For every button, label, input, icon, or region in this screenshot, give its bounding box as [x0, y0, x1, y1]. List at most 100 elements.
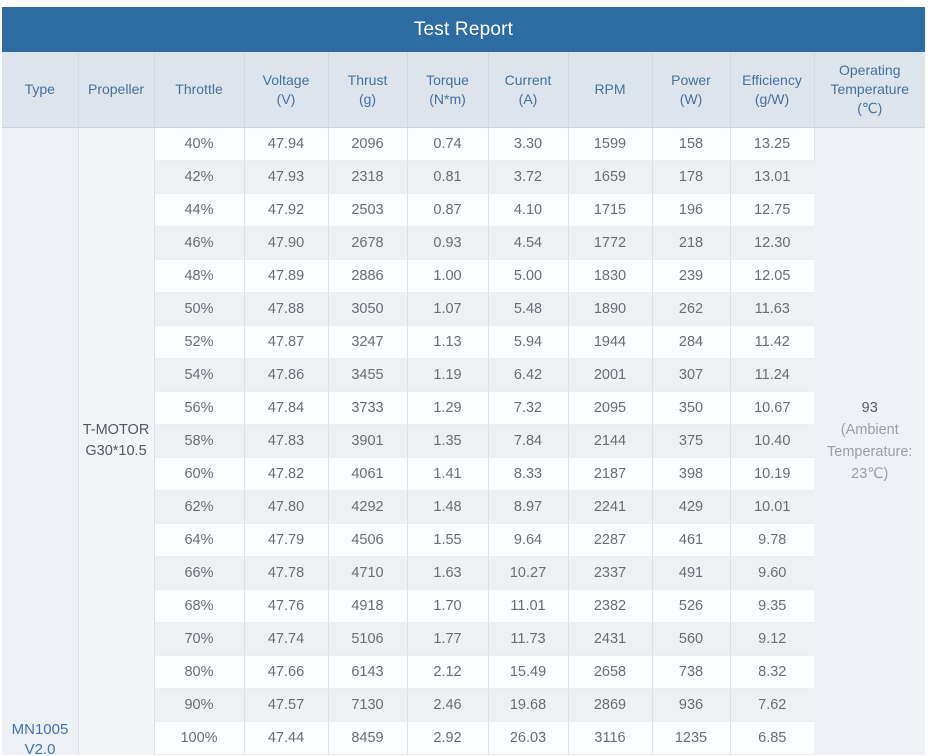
cell-efficiency: 11.42: [730, 325, 814, 359]
header-row: Type Propeller Throttle Voltage (V) Thrust (g)…: [2, 52, 925, 128]
cell-thrust: 2318: [328, 160, 408, 194]
column-header-voltage: Voltage (V): [244, 52, 329, 128]
column-header-line: Propeller: [87, 81, 145, 97]
cell-efficiency: 9.60: [730, 556, 814, 590]
cell-current: 8.33: [488, 457, 569, 491]
cell-rpm: 2187: [568, 457, 653, 491]
cell-torque: 0.87: [407, 193, 489, 227]
cell-thrust: 2503: [328, 193, 408, 227]
cell-throttle: 90%: [154, 688, 245, 722]
cell-power: 196: [652, 193, 731, 227]
cell-rpm: 2001: [568, 358, 653, 392]
data-row: T-MOTOR G30*10.5 40% 47.94 2096 0.74 3.30 1599 1…: [2, 127, 925, 755]
cell-thrust: 2678: [328, 226, 408, 260]
column-header-line: (g): [358, 90, 377, 107]
cell-rpm: 1599: [568, 127, 653, 161]
cell-efficiency: 9.78: [730, 523, 814, 557]
cell-power: 158: [652, 127, 731, 161]
cell-efficiency: 9.12: [730, 622, 814, 656]
cell-current: 19.68: [488, 688, 569, 722]
cell-rpm: 2869: [568, 688, 653, 722]
cell-voltage: 47.93: [244, 160, 329, 194]
cell-power: 1235: [652, 721, 731, 755]
data-row: 54% 47.86 3455 1.19 6.42 2001 307 11.24: [2, 358, 925, 392]
cell-throttle: 44%: [154, 193, 245, 227]
cell-thrust: 4292: [328, 490, 408, 524]
cell-torque: 1.63: [407, 556, 489, 590]
cell-current: 5.94: [488, 325, 569, 359]
cell-efficiency: 12.75: [730, 193, 814, 227]
column-header-line: (A): [518, 90, 538, 107]
cell-torque: 1.07: [407, 292, 489, 326]
cell-throttle: 40%: [154, 127, 245, 161]
cell-efficiency: 13.01: [730, 160, 814, 194]
data-row: 42% 47.93 2318 0.81 3.72 1659 178 13.01: [2, 160, 925, 194]
column-header-line: Type: [24, 81, 55, 97]
cell-throttle: 68%: [154, 589, 245, 623]
cell-torque: 1.48: [407, 490, 489, 524]
cell-torque: 0.81: [407, 160, 489, 194]
operating-temperature-cell: 93 (Ambient Temperature: 23℃): [814, 127, 925, 755]
cell-torque: 1.41: [407, 457, 489, 491]
cell-thrust: 4918: [328, 589, 408, 623]
cell-efficiency: 6.85: [730, 721, 814, 755]
cell-rpm: 1659: [568, 160, 653, 194]
cell-efficiency: 9.35: [730, 589, 814, 623]
data-row: 64% 47.79 4506 1.55 9.64 2287 461 9.78: [2, 523, 925, 557]
cell-rpm: 1830: [568, 259, 653, 293]
column-header-throttle: Throttle: [154, 52, 245, 128]
cell-rpm: 2144: [568, 424, 653, 458]
cell-current: 9.64: [488, 523, 569, 557]
column-header-propeller: Propeller: [78, 52, 155, 128]
cell-throttle: 48%: [154, 259, 245, 293]
column-header-line: Current: [504, 71, 552, 88]
cell-efficiency: 10.01: [730, 490, 814, 524]
test-report-table: Type Propeller Throttle Voltage (V) Thrust (g)…: [2, 52, 925, 755]
propeller-label-line: G30*10.5: [85, 443, 147, 460]
cell-current: 11.73: [488, 622, 569, 656]
cell-rpm: 2337: [568, 556, 653, 590]
cell-power: 936: [652, 688, 731, 722]
column-header-power: Power (W): [652, 52, 731, 128]
cell-current: 26.03: [488, 721, 569, 755]
cell-rpm: 1715: [568, 193, 653, 227]
cell-current: 15.49: [488, 655, 569, 689]
data-row: 68% 47.76 4918 1.70 11.01 2382 526 9.35: [2, 589, 925, 623]
table-body: T-MOTOR G30*10.5 40% 47.94 2096 0.74 3.30 1599 1…: [2, 127, 925, 755]
cell-rpm: 2241: [568, 490, 653, 524]
cell-power: 429: [652, 490, 731, 524]
cell-torque: 1.00: [407, 259, 489, 293]
cell-thrust: 3455: [328, 358, 408, 392]
cell-voltage: 47.92: [244, 193, 329, 227]
cell-rpm: 3116: [568, 721, 653, 755]
cell-current: 8.97: [488, 490, 569, 524]
column-header-type: Type: [2, 52, 79, 128]
data-row: 90% 47.57 7130 2.46 19.68 2869 936 7.62: [2, 688, 925, 722]
cell-torque: 1.55: [407, 523, 489, 557]
cell-thrust: 3733: [328, 391, 408, 425]
cell-power: 375: [652, 424, 731, 458]
cell-rpm: 2658: [568, 655, 653, 689]
cell-power: 262: [652, 292, 731, 326]
test-report: Test Report Type Propeller Throttle Voltage…: [2, 7, 925, 755]
report-title-bar: Test Report: [2, 7, 925, 52]
cell-throttle: 58%: [154, 424, 245, 458]
cell-rpm: 1890: [568, 292, 653, 326]
cell-power: 398: [652, 457, 731, 491]
data-row: 56% 47.84 3733 1.29 7.32 2095 350 10.67: [2, 391, 925, 425]
cell-voltage: 47.86: [244, 358, 329, 392]
cell-efficiency: 8.32: [730, 655, 814, 689]
column-header-line: Efficiency: [742, 71, 802, 88]
column-header-efficiency: Efficiency (g/W): [730, 52, 815, 128]
column-header-line: Power: [671, 71, 711, 88]
type-cell: [2, 127, 79, 755]
data-row: 52% 47.87 3247 1.13 5.94 1944 284 11.42: [2, 325, 925, 359]
cell-torque: 1.19: [407, 358, 489, 392]
data-row: 58% 47.83 3901 1.35 7.84 2144 375 10.40: [2, 424, 925, 458]
cell-throttle: 66%: [154, 556, 245, 590]
cell-voltage: 47.66: [244, 655, 329, 689]
cell-throttle: 70%: [154, 622, 245, 656]
cell-thrust: 2096: [328, 127, 408, 161]
column-header-line: (N*m): [429, 90, 466, 107]
